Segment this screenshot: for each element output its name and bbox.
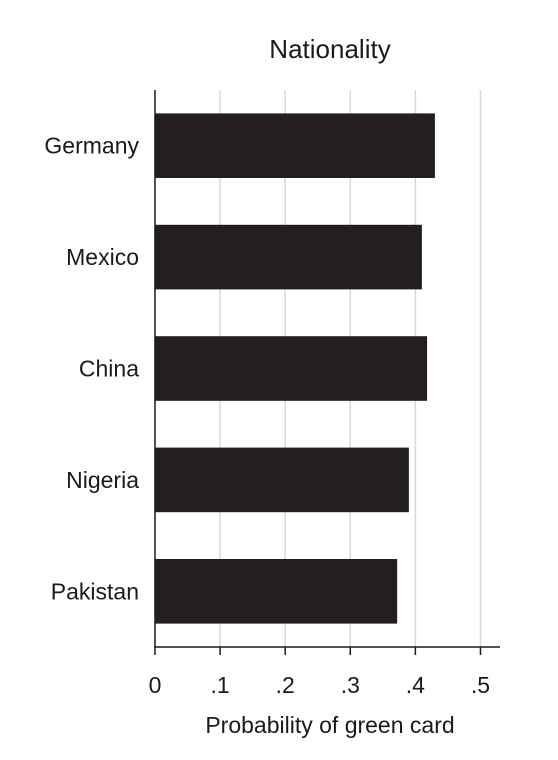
category-label: Pakistan — [51, 578, 139, 604]
x-tick-label: .1 — [211, 672, 230, 698]
bar-china — [155, 336, 428, 401]
x-tick-label: 0 — [149, 672, 162, 698]
bar-nigeria — [155, 447, 409, 513]
category-label: China — [79, 356, 139, 382]
bar-pakistan — [155, 558, 398, 624]
x-tick-labels: 0 .1 .2 .3 .4 .5 — [149, 672, 490, 698]
bar-mexico — [155, 224, 422, 290]
x-tick-label: .2 — [276, 672, 295, 698]
chart-title: Nationality — [269, 34, 390, 64]
x-axis-label: Probability of green card — [205, 712, 454, 738]
x-tick-label: .5 — [471, 672, 490, 698]
category-label: Nigeria — [66, 467, 139, 493]
bar-germany — [155, 113, 435, 179]
bars — [155, 113, 435, 624]
category-label: Mexico — [66, 244, 139, 270]
x-tick-label: .4 — [406, 672, 425, 698]
category-labels: Germany Mexico China Nigeria Pakistan — [44, 133, 139, 605]
axes — [154, 90, 500, 655]
x-tick-label: .3 — [341, 672, 360, 698]
category-label: Germany — [44, 133, 139, 159]
